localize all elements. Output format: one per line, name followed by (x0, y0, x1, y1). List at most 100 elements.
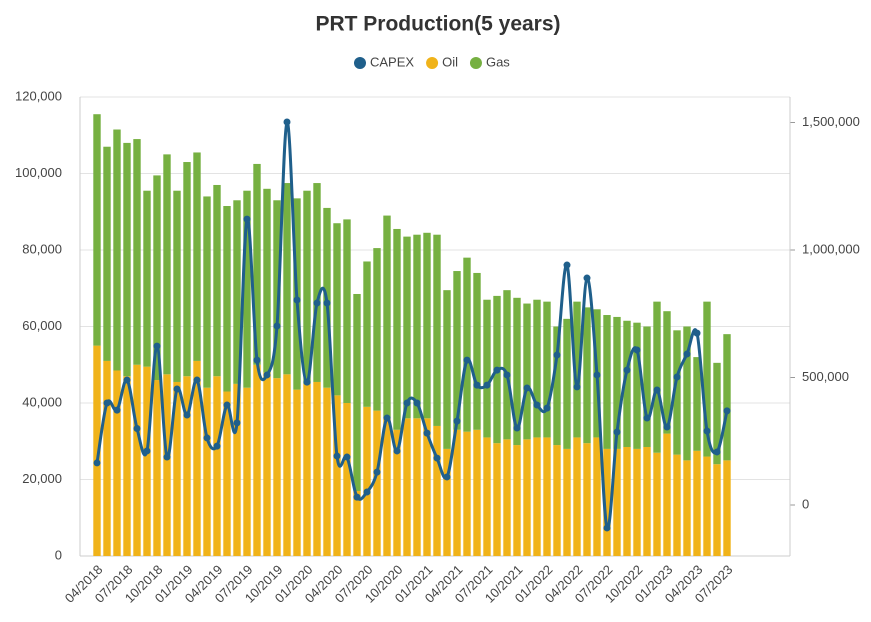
bar-segment (393, 228, 401, 430)
bar-segment (253, 364, 261, 556)
line-point (423, 429, 431, 437)
bar-segment (223, 206, 231, 392)
line-point (563, 261, 571, 269)
bar-segment (643, 446, 651, 556)
line-point (523, 384, 531, 392)
bar-segment (123, 142, 131, 377)
line-point (603, 524, 611, 532)
line-point (313, 299, 321, 307)
line-point (453, 417, 461, 425)
bar-segment (313, 381, 321, 556)
y-tick-label: 80,000 (22, 241, 62, 256)
bar-segment (413, 234, 421, 419)
bar-segment (263, 372, 271, 556)
bar-segment (243, 387, 251, 556)
bar-segment (453, 271, 461, 430)
bar-segment (623, 446, 631, 556)
bar-segment (333, 395, 341, 556)
legend-label: Gas (486, 54, 510, 69)
bar-segment (683, 460, 691, 556)
bar-segment (633, 322, 641, 449)
bar-segment (193, 152, 201, 361)
bar-segment (93, 345, 101, 556)
bar-segment (603, 315, 611, 449)
bar-segment (293, 389, 301, 556)
bar-segment (583, 443, 591, 556)
bar-segment (203, 196, 211, 388)
bar-segment (693, 357, 701, 451)
line-point (323, 299, 331, 307)
bar-segment (483, 299, 491, 438)
bar-segment (153, 380, 161, 556)
bar-segment (703, 301, 711, 457)
line-point (103, 399, 111, 407)
bar-segment (353, 490, 361, 556)
bar-segment (523, 303, 531, 440)
bar-segment (623, 320, 631, 447)
line-point (193, 376, 201, 384)
bar-segment (143, 366, 151, 556)
bar-segment (713, 464, 721, 556)
line-point (373, 468, 381, 476)
legend-label: Oil (442, 54, 458, 69)
line-point (643, 414, 651, 422)
line-point (533, 401, 541, 409)
line-point (153, 342, 161, 350)
bar-segment (173, 190, 181, 382)
line (95, 120, 729, 530)
bar-segment (413, 418, 421, 556)
bar-segment (223, 391, 231, 556)
bar-segment (723, 460, 731, 556)
line-point (503, 371, 511, 379)
y2-tick-label: 1,500,000 (802, 114, 860, 129)
bar-segment (123, 376, 131, 556)
bar-segment (643, 326, 651, 447)
bar-segment (233, 200, 241, 384)
bar-segment (503, 290, 511, 440)
bar-segment (483, 437, 491, 556)
bar-segment (473, 429, 481, 556)
y-tick-label: 0 (55, 547, 62, 562)
bar-segment (133, 139, 141, 365)
bar-segment (423, 418, 431, 556)
bar-segment (193, 360, 201, 556)
bar-segment (273, 200, 281, 379)
bar-segment (403, 418, 411, 556)
bar-segment (263, 188, 271, 373)
bar-segment (343, 219, 351, 403)
bar-segment (453, 429, 461, 556)
line-point (673, 373, 681, 381)
line-point (183, 411, 191, 419)
line-point (623, 366, 631, 374)
line-point (353, 493, 361, 501)
bar-segment (253, 163, 261, 365)
y2-tick-label: 1,000,000 (802, 241, 860, 256)
legend: CAPEX Oil Gas (354, 54, 510, 69)
bar-segment (463, 257, 471, 432)
line-point (413, 399, 421, 407)
legend-swatch (469, 57, 482, 69)
bar-segment (93, 114, 101, 346)
bar-segment (603, 448, 611, 556)
bar-segment (663, 311, 671, 434)
line-point (483, 381, 491, 389)
bar-segment (423, 232, 431, 419)
line-point (613, 428, 621, 436)
bar-segment (563, 318, 571, 449)
bar-segment (543, 437, 551, 556)
bar-segment (163, 154, 171, 375)
line-point (283, 118, 291, 126)
bar-segment (313, 183, 321, 382)
bar-segment (443, 448, 451, 556)
line-point (343, 453, 351, 461)
bar-segment (213, 184, 221, 377)
bar-segment (303, 383, 311, 556)
bar-segment (573, 437, 581, 556)
bar-segment (613, 316, 621, 449)
bar-segment (393, 429, 401, 556)
line-point (133, 425, 141, 432)
legend-swatch (354, 57, 366, 69)
line-point (223, 401, 231, 409)
legend-swatch (426, 57, 439, 69)
line-point (273, 322, 281, 330)
